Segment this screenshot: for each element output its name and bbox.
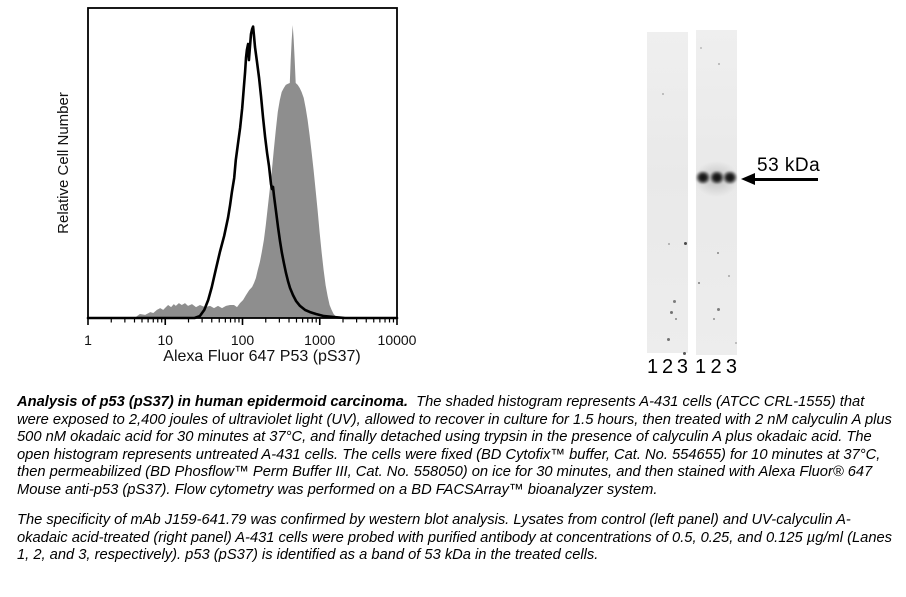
x-tick-label: 1 xyxy=(84,332,92,348)
x-tick-label: 1000 xyxy=(304,332,335,348)
blot-speck xyxy=(675,318,677,320)
blot-speck xyxy=(668,243,670,245)
blot-speck xyxy=(717,308,720,311)
band-arrow-icon xyxy=(741,173,819,186)
blot-speck xyxy=(684,242,687,245)
flow-histogram-chart: 1 10 100 1000 10000 Alexa Fluor 647 P53 (pS37… xyxy=(55,7,417,365)
blot-speck xyxy=(683,352,686,355)
lane-label: 2 xyxy=(710,356,722,378)
blot-band-53kda xyxy=(696,171,710,184)
blot-speck xyxy=(670,311,673,314)
caption-paragraph-1-body: The shaded histogram represents A-431 ce… xyxy=(17,394,892,498)
blot-speck xyxy=(667,338,670,341)
molecular-weight-label: 53 kDa xyxy=(757,155,821,176)
caption-lead-sentence: Analysis of p53 (pS37) in human epidermo… xyxy=(17,394,408,410)
blot-speck xyxy=(717,252,719,254)
blot-band-53kda xyxy=(709,171,724,184)
plot-frame xyxy=(87,7,398,319)
figure-caption: Analysis of p53 (pS37) in human epidermo… xyxy=(17,394,895,578)
lane-labels-right: 1 2 3 xyxy=(695,356,737,378)
blot-speck xyxy=(673,300,676,303)
blot-left-panel-control xyxy=(647,32,688,353)
y-axis-title: Relative Cell Number xyxy=(55,92,72,234)
arrow-shaft xyxy=(752,177,818,181)
lane-label: 2 xyxy=(661,356,674,378)
blot-speck xyxy=(700,47,702,49)
blot-speck xyxy=(698,282,700,284)
lane-label: 1 xyxy=(695,356,707,378)
lane-label: 1 xyxy=(647,356,659,378)
blot-speck xyxy=(662,93,664,95)
lane-label: 3 xyxy=(676,356,688,378)
x-tick-label: 100 xyxy=(231,332,255,348)
blot-speck xyxy=(728,275,730,277)
blot-band-53kda xyxy=(723,171,737,184)
lane-label: 3 xyxy=(725,356,737,378)
lane-labels-left: 1 2 3 xyxy=(647,356,688,378)
blot-speck xyxy=(718,63,720,65)
caption-paragraph-2: The specificity of mAb J159-641.79 was c… xyxy=(17,512,892,563)
shaded-histogram-treated xyxy=(134,25,340,318)
x-axis-title: Alexa Fluor 647 P53 (pS37) xyxy=(163,348,360,365)
blot-speck xyxy=(713,318,715,320)
x-tick-label: 10 xyxy=(157,332,173,348)
open-histogram-untreated xyxy=(86,25,399,320)
blot-right-panel-treated xyxy=(694,30,739,355)
x-tick-label: 10000 xyxy=(378,332,417,348)
caption-paragraph-1: Analysis of p53 (pS37) in human epidermo… xyxy=(17,394,895,499)
arrow-head xyxy=(741,173,755,185)
blot-speck xyxy=(735,342,737,344)
